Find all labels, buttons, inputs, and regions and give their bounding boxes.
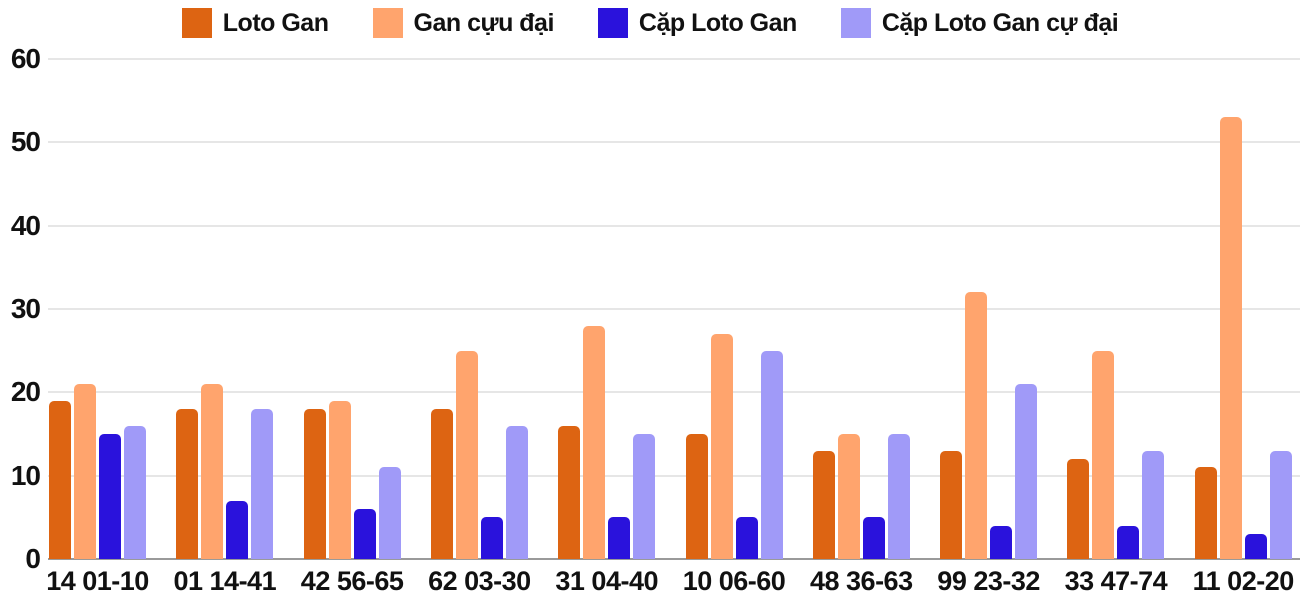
- x-axis-category-label: 99 23-32: [937, 566, 1040, 596]
- x-axis-category-label: 11 02-20: [1192, 566, 1295, 596]
- legend-item-gan-cuu-ai: Gan cựu đại: [372, 8, 555, 38]
- x-axis-category-label: 48 36-63: [810, 566, 913, 596]
- legend-item-loto-gan: Loto Gan: [181, 8, 329, 38]
- bar-loto-gan[interactable]: [430, 409, 453, 559]
- bar-cap-loto-gan-cu-ai[interactable]: [633, 434, 656, 559]
- bar-group-14-01-10: [49, 59, 146, 559]
- bar-gan-cuu-ai[interactable]: [837, 434, 860, 559]
- bar-loto-gan[interactable]: [49, 401, 71, 559]
- bar-gan-cuu-ai[interactable]: [710, 334, 733, 559]
- bar-group-10-06-60: [685, 59, 783, 559]
- x-axis-category-label: 14 01-10: [46, 566, 149, 596]
- legend-swatch-gan-cuu-ai: [372, 8, 403, 38]
- bar-cap-loto-gan-cu-ai[interactable]: [1015, 384, 1038, 559]
- bar-group-01-14-41: [176, 59, 274, 559]
- bar-cap-loto-gan[interactable]: [1244, 534, 1267, 559]
- plot-area: 14 01-10 01 14-41 42 56-65 62 03-30 31 04-40…: [46, 58, 1300, 596]
- gridline-20: [48, 391, 1300, 394]
- bar-cap-loto-gan[interactable]: [990, 526, 1013, 559]
- chart-legend: Loto Gan Gan cựu đại Cặp Loto Gan Cặp Loto …: [0, 8, 1300, 38]
- bar-cap-loto-gan[interactable]: [862, 517, 885, 559]
- bar-cap-loto-gan-cu-ai[interactable]: [378, 467, 401, 559]
- bar-group-99-23-32: [940, 59, 1038, 559]
- bar-cap-loto-gan[interactable]: [99, 434, 121, 559]
- x-axis-category-label: 42 56-65: [300, 566, 404, 596]
- bar-cap-loto-gan[interactable]: [480, 517, 503, 559]
- bar-gan-cuu-ai[interactable]: [455, 351, 478, 559]
- bar-cap-loto-gan-cu-ai[interactable]: [887, 434, 910, 559]
- bar-gan-cuu-ai[interactable]: [1219, 117, 1242, 559]
- bar-gan-cuu-ai[interactable]: [74, 384, 96, 559]
- gridline-30: [48, 308, 1300, 310]
- bar-cap-loto-gan[interactable]: [353, 509, 376, 559]
- x-axis-category-label: 62 03-30: [428, 566, 531, 596]
- bar-cap-loto-gan-cu-ai[interactable]: [251, 409, 274, 559]
- legend-swatch-loto-gan: [181, 8, 212, 38]
- x-axis-category-label: 10 06-60: [682, 566, 786, 596]
- gridline-10: [48, 474, 1300, 477]
- bar-loto-gan[interactable]: [558, 426, 581, 559]
- bar-gan-cuu-ai[interactable]: [1092, 351, 1115, 559]
- legend-swatch-cap-loto-gan: [597, 8, 628, 38]
- bar-loto-gan[interactable]: [303, 409, 326, 559]
- x-axis-category-label: 01 14-41: [173, 566, 277, 596]
- legend-label: Cặp Loto Gan cự đại: [881, 8, 1119, 37]
- legend-swatch-cap-loto-gan-cu-ai: [840, 8, 871, 38]
- legend-item-cap-loto-gan-cu-ai: Cặp Loto Gan cự đại: [840, 8, 1119, 38]
- bar-cap-loto-gan[interactable]: [735, 517, 758, 559]
- bar-cap-loto-gan-cu-ai[interactable]: [124, 426, 146, 559]
- bar-loto-gan[interactable]: [176, 409, 199, 559]
- bar-gan-cuu-ai[interactable]: [583, 326, 606, 559]
- bar-loto-gan[interactable]: [940, 451, 963, 559]
- bar-cap-loto-gan-cu-ai[interactable]: [760, 351, 783, 559]
- y-axis-tick-label-50: 50: [10, 126, 41, 158]
- bar-gan-cuu-ai[interactable]: [201, 384, 224, 559]
- bar-cap-loto-gan-cu-ai[interactable]: [505, 426, 528, 559]
- x-axis-category-label: 31 04-40: [555, 566, 658, 596]
- legend-label: Loto Gan: [222, 8, 329, 37]
- bar-group-62-03-30: [430, 59, 528, 559]
- x-axis-category-label: 33 47-74: [1064, 566, 1168, 596]
- bar-group-42-56-65: [303, 59, 401, 559]
- y-axis-tick-label-30: 30: [10, 293, 41, 324]
- gridline-60: [48, 58, 1300, 60]
- bar-group-31-04-40: [558, 59, 656, 559]
- y-axis-tick-label-40: 40: [10, 209, 41, 241]
- bar-loto-gan[interactable]: [685, 434, 708, 559]
- bar-gan-cuu-ai[interactable]: [965, 292, 988, 559]
- legend-item-cap-loto-gan: Cặp Loto Gan: [597, 8, 797, 38]
- y-axis-tick-label-10: 10: [10, 459, 41, 491]
- bar-loto-gan[interactable]: [1194, 467, 1217, 559]
- bar-cap-loto-gan-cu-ai[interactable]: [1142, 451, 1165, 559]
- y-axis-tick-label-0: 0: [25, 543, 41, 574]
- legend-label: Gan cựu đại: [413, 8, 555, 37]
- bar-loto-gan[interactable]: [1067, 459, 1090, 559]
- bar-group-33-47-74: [1067, 59, 1165, 559]
- bar-loto-gan[interactable]: [812, 451, 835, 559]
- bar-gan-cuu-ai[interactable]: [328, 401, 351, 559]
- gridline-0: [48, 558, 1300, 560]
- bar-cap-loto-gan[interactable]: [1117, 526, 1140, 559]
- bar-group-11-02-20: [1194, 59, 1292, 559]
- bar-cap-loto-gan-cu-ai[interactable]: [1269, 451, 1292, 559]
- bar-group-48-36-63: [812, 59, 910, 559]
- bar-cap-loto-gan[interactable]: [608, 517, 631, 559]
- gridline-40: [48, 224, 1300, 227]
- gridline-50: [48, 141, 1300, 144]
- bar-cap-loto-gan[interactable]: [226, 501, 249, 559]
- y-axis-tick-label-20: 20: [10, 376, 41, 408]
- legend-label: Cặp Loto Gan: [638, 8, 797, 37]
- y-axis-tick-label-60: 60: [10, 43, 41, 74]
